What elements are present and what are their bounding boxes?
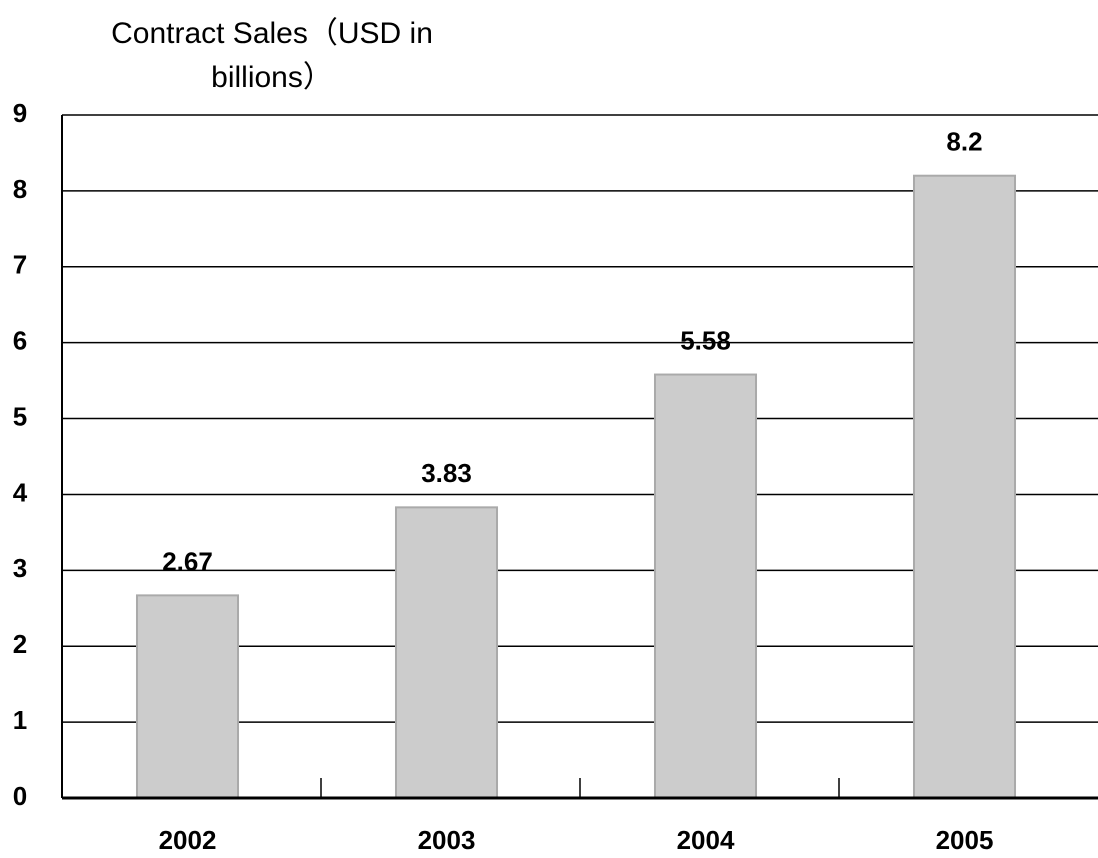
value-label: 2.67	[162, 546, 213, 576]
y-tick-label: 2	[13, 629, 27, 659]
x-tick-label: 2005	[936, 825, 994, 855]
y-tick-label: 9	[13, 98, 27, 128]
y-tick-label: 7	[13, 250, 27, 280]
y-tick-label: 8	[13, 174, 27, 204]
bar	[912, 174, 1017, 799]
y-tick-label: 3	[13, 553, 27, 583]
bar	[653, 373, 758, 799]
x-tick-label: 2003	[418, 825, 476, 855]
x-tick-label: 2004	[677, 825, 735, 855]
y-tick-label: 5	[13, 401, 27, 431]
y-tick-label: 1	[13, 705, 27, 735]
y-tick-label: 4	[13, 477, 28, 507]
y-tick-label: 6	[13, 326, 27, 356]
value-label: 8.2	[946, 127, 982, 157]
y-tick-label: 0	[13, 781, 27, 811]
chart-title: Contract Sales（USD in billions）	[111, 17, 433, 94]
bar	[394, 506, 499, 799]
bar	[135, 594, 240, 799]
value-label: 3.83	[421, 458, 472, 488]
x-tick-label: 2002	[159, 825, 217, 855]
value-label: 5.58	[680, 325, 731, 355]
